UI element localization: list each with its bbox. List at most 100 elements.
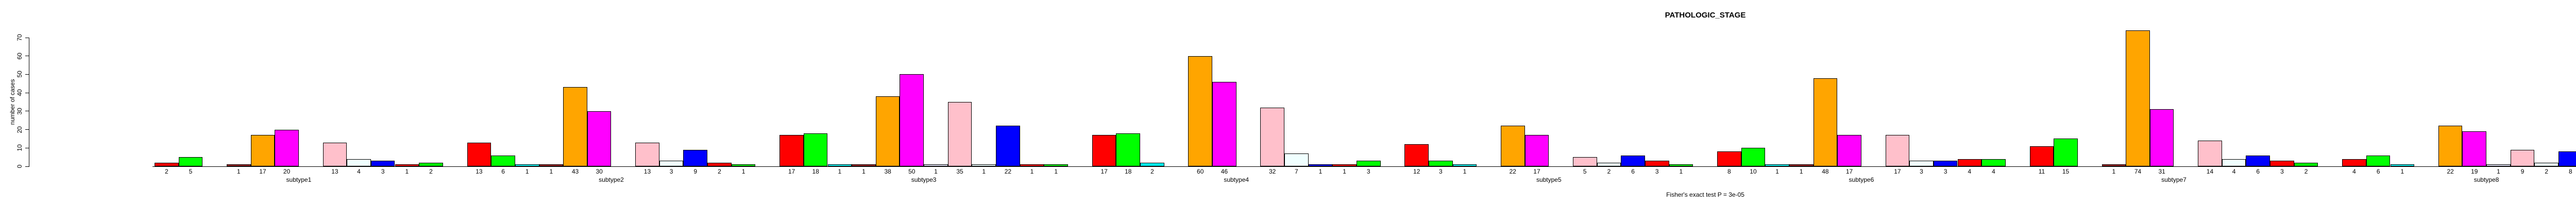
- bar-value-label: 17: [1100, 168, 1108, 175]
- bar-value-label: 13: [643, 168, 651, 175]
- bar-subtype5-stage-iiia: [1572, 157, 1597, 166]
- bar-subtype6-stage-x: [1981, 159, 2006, 166]
- bar-value-label: 60: [1197, 168, 1204, 175]
- bar-subtype1-stage-x: [419, 162, 443, 166]
- bar-subtype6-stage-ib: [1765, 164, 1789, 166]
- bar-subtype3-stage-i: [779, 135, 804, 166]
- y-tick: [25, 129, 29, 130]
- bar-value-label: 2: [429, 168, 433, 175]
- bar-value-label: 74: [2134, 168, 2142, 175]
- y-tick-label: 0: [16, 164, 23, 168]
- y-tick: [25, 166, 29, 167]
- bar-subtype7-stage-iia: [2126, 30, 2150, 166]
- bar-value-label: 12: [1413, 168, 1420, 175]
- bar-value-label: 2: [164, 168, 168, 175]
- bar-subtype6-stage-iv: [1957, 159, 1982, 166]
- bar-subtype6-stage-iiib: [1909, 161, 1934, 166]
- bar-value-label: 19: [2471, 168, 2478, 175]
- bar-value-label: 32: [1268, 168, 1276, 175]
- bar-value-label: 9: [693, 168, 698, 175]
- bar-value-label: 1: [982, 168, 986, 175]
- bar-value-label: 1: [525, 168, 529, 175]
- bar-value-label: 1: [1054, 168, 1058, 175]
- group-label-subtype7: subtype7: [2161, 176, 2187, 183]
- bar-subtype3-stage-ia: [803, 133, 828, 166]
- bar-subtype2-stage-ib: [515, 164, 539, 166]
- bar-subtype5-stage-iia: [1501, 126, 1525, 166]
- bar-value-label: 1: [1775, 168, 1779, 175]
- bar-subtype3-stage-iiia: [947, 102, 972, 166]
- bar-subtype3-stage-ii: [852, 164, 876, 166]
- bar-value-label: 1: [1318, 168, 1323, 175]
- bar-value-label: 1: [2112, 168, 2116, 175]
- bar-value-label: 5: [1583, 168, 1587, 175]
- bar-value-label: 48: [1822, 168, 1829, 175]
- bar-value-label: 17: [1533, 168, 1540, 175]
- bar-value-label: 43: [571, 168, 579, 175]
- bar-value-label: 1: [862, 168, 866, 175]
- bar-subtype6-stage-i: [1717, 151, 1741, 166]
- bar-value-label: 9: [2520, 168, 2524, 175]
- bar-subtype6-stage-iib: [1837, 135, 1861, 166]
- bar-subtype6-stage-ia: [1741, 148, 1766, 166]
- bar-value-label: 1: [741, 168, 745, 175]
- bar-subtype3-stage-iv: [1020, 164, 1044, 166]
- bar-value-label: 1: [405, 168, 409, 175]
- bar-value-label: 22: [1004, 168, 1012, 175]
- bar-value-label: 8: [2569, 168, 2572, 175]
- bar-subtype7-stage-ii: [2102, 164, 2126, 166]
- bar-subtype1-stage-iiib: [347, 159, 371, 166]
- bar-value-label: 18: [1125, 168, 1132, 175]
- bar-subtype2-stage-iiic: [683, 149, 708, 166]
- y-tick-label: 10: [16, 144, 23, 151]
- bar-value-label: 1: [934, 168, 938, 175]
- y-tick: [25, 74, 29, 75]
- bar-subtype4-stage-iia: [1188, 56, 1213, 166]
- bar-value-label: 17: [259, 168, 266, 175]
- bar-value-label: 4: [357, 168, 361, 175]
- bar-value-label: 3: [1366, 168, 1370, 175]
- bar-value-label: 38: [884, 168, 891, 175]
- bar-value-label: 14: [2206, 168, 2214, 175]
- bar-value-label: 1: [2400, 168, 2404, 175]
- bar-value-label: 3: [381, 168, 385, 175]
- bar-value-label: 3: [1943, 168, 1947, 175]
- bar-value-label: 15: [2062, 168, 2070, 175]
- bar-value-label: 8: [1727, 168, 1731, 175]
- bar-subtype3-stage-x: [1044, 164, 1068, 166]
- bar-subtype2-stage-ia: [491, 155, 515, 166]
- bar-subtype3-stage-iiib: [972, 164, 996, 166]
- bar-subtype8-stage-iii: [2486, 164, 2511, 166]
- bar-subtype1-stage-ii: [226, 164, 251, 166]
- bar-subtype1-stage-iv: [395, 164, 419, 166]
- bar-subtype1-stage-iiic: [370, 161, 395, 166]
- bar-subtype8-stage-ia: [2366, 155, 2391, 166]
- bar-subtype4-stage-iiia: [1260, 107, 1284, 166]
- bar-value-label: 1: [1030, 168, 1034, 175]
- bar-subtype2-stage-ii: [539, 164, 564, 166]
- bar-value-label: 10: [1750, 168, 1757, 175]
- bar-subtype7-stage-x: [2294, 162, 2318, 166]
- y-tick-label: 40: [16, 89, 23, 96]
- bar-value-label: 6: [501, 168, 505, 175]
- bar-value-label: 20: [283, 168, 291, 175]
- bar-value-label: 17: [1845, 168, 1853, 175]
- bar-value-label: 4: [1968, 168, 1972, 175]
- bar-value-label: 7: [1294, 168, 1298, 175]
- bar-subtype4-stage-ib: [1140, 162, 1164, 166]
- bar-value-label: 22: [1509, 168, 1516, 175]
- bar-subtype4-stage-i: [1092, 135, 1116, 166]
- bar-subtype2-stage-x: [731, 164, 756, 166]
- bar-value-label: 2: [1150, 168, 1154, 175]
- y-tick-label: 20: [16, 126, 23, 133]
- bar-value-label: 3: [1439, 168, 1443, 175]
- bar-value-label: 2: [1607, 168, 1611, 175]
- bar-subtype7-stage-iv: [2270, 161, 2294, 166]
- bar-value-label: 1: [2497, 168, 2500, 175]
- bar-value-label: 50: [908, 168, 916, 175]
- bar-subtype3-stage-iib: [900, 74, 924, 166]
- bar-subtype5-stage-ia: [1429, 161, 1453, 166]
- bar-subtype7-stage-i: [2029, 146, 2054, 166]
- bar-value-label: 3: [1920, 168, 1923, 175]
- bar-subtype1-stage-ia: [178, 157, 203, 166]
